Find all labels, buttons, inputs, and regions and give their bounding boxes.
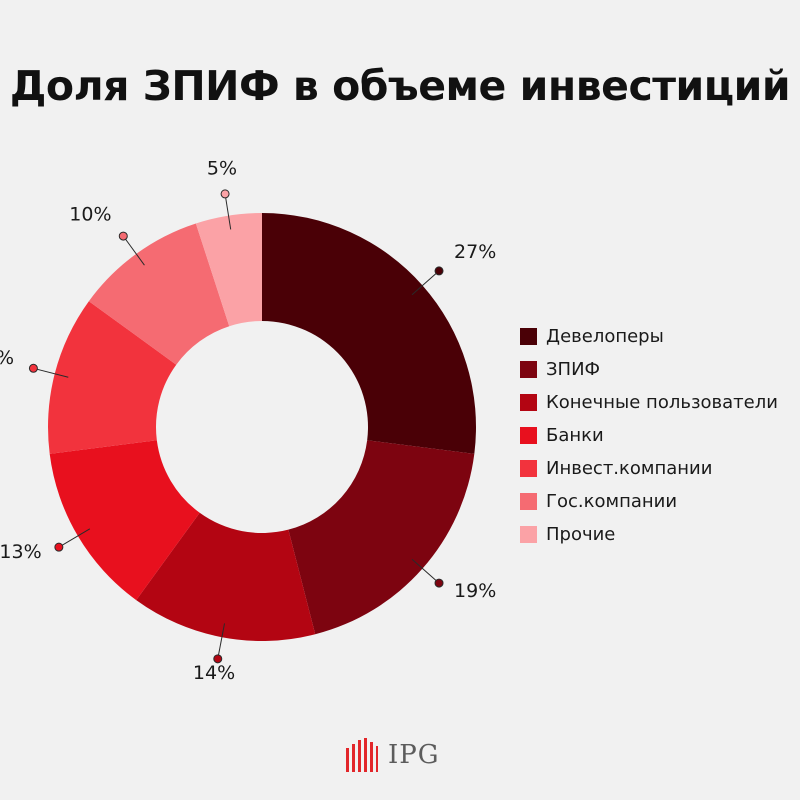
legend-swatch <box>520 394 537 411</box>
donut-slice <box>49 440 200 601</box>
leader-line <box>217 623 226 659</box>
logo-text: IPG <box>388 740 440 770</box>
leader-line <box>33 367 69 378</box>
legend-label: Банки <box>546 425 604 446</box>
logo-mark-icon <box>346 738 378 772</box>
legend-label: ЗПИФ <box>546 359 601 380</box>
data-label: 5% <box>207 158 237 180</box>
legend-item: Девелоперы <box>520 320 778 353</box>
legend-swatch <box>520 328 537 345</box>
leader-dot <box>434 578 444 588</box>
chart-title: Доля ЗПИФ в объеме инвестиций <box>9 62 791 110</box>
legend-swatch <box>520 526 537 543</box>
donut-slice <box>262 213 477 454</box>
legend-label: Гос.компании <box>546 491 678 512</box>
data-label: 13% <box>0 541 42 563</box>
leader-dot <box>213 654 223 664</box>
donut-slice <box>136 512 316 641</box>
leader-dot <box>220 189 230 199</box>
leader-line <box>122 235 145 266</box>
leader-line <box>411 270 440 296</box>
legend-label: Прочие <box>546 524 616 545</box>
legend-swatch <box>520 361 537 378</box>
legend-item: Банки <box>520 419 778 452</box>
legend-item: Гос.компании <box>520 485 778 518</box>
data-label: 10% <box>69 203 111 225</box>
data-label: 19% <box>454 580 496 602</box>
legend-item: ЗПИФ <box>520 353 778 386</box>
legend-item: Инвест.компании <box>520 452 778 485</box>
leader-dot <box>434 266 444 276</box>
leader-dot <box>28 363 38 373</box>
legend-swatch <box>520 493 537 510</box>
donut-slice <box>88 223 230 365</box>
leader-dot <box>54 542 64 552</box>
donut-slice <box>288 440 475 635</box>
legend-swatch <box>520 427 537 444</box>
legend-label: Инвест.компании <box>546 458 713 479</box>
leader-line <box>58 528 91 548</box>
chart-legend: Девелоперы ЗПИФ Конечные пользователи Банки… <box>520 320 778 551</box>
donut-slice <box>48 301 177 454</box>
data-label: 14% <box>193 662 235 684</box>
legend-swatch <box>520 460 537 477</box>
legend-item: Конечные пользователи <box>520 386 778 419</box>
legend-label: Конечные пользователи <box>546 392 778 413</box>
logo: IPG <box>346 735 440 775</box>
leader-dot <box>118 231 128 241</box>
legend-item: Прочие <box>520 518 778 551</box>
data-label: 27% <box>454 241 496 263</box>
data-label: 12% <box>0 347 14 369</box>
donut-slice <box>195 213 262 327</box>
leader-line <box>411 558 440 584</box>
legend-label: Девелоперы <box>546 326 664 347</box>
leader-line <box>224 193 232 230</box>
